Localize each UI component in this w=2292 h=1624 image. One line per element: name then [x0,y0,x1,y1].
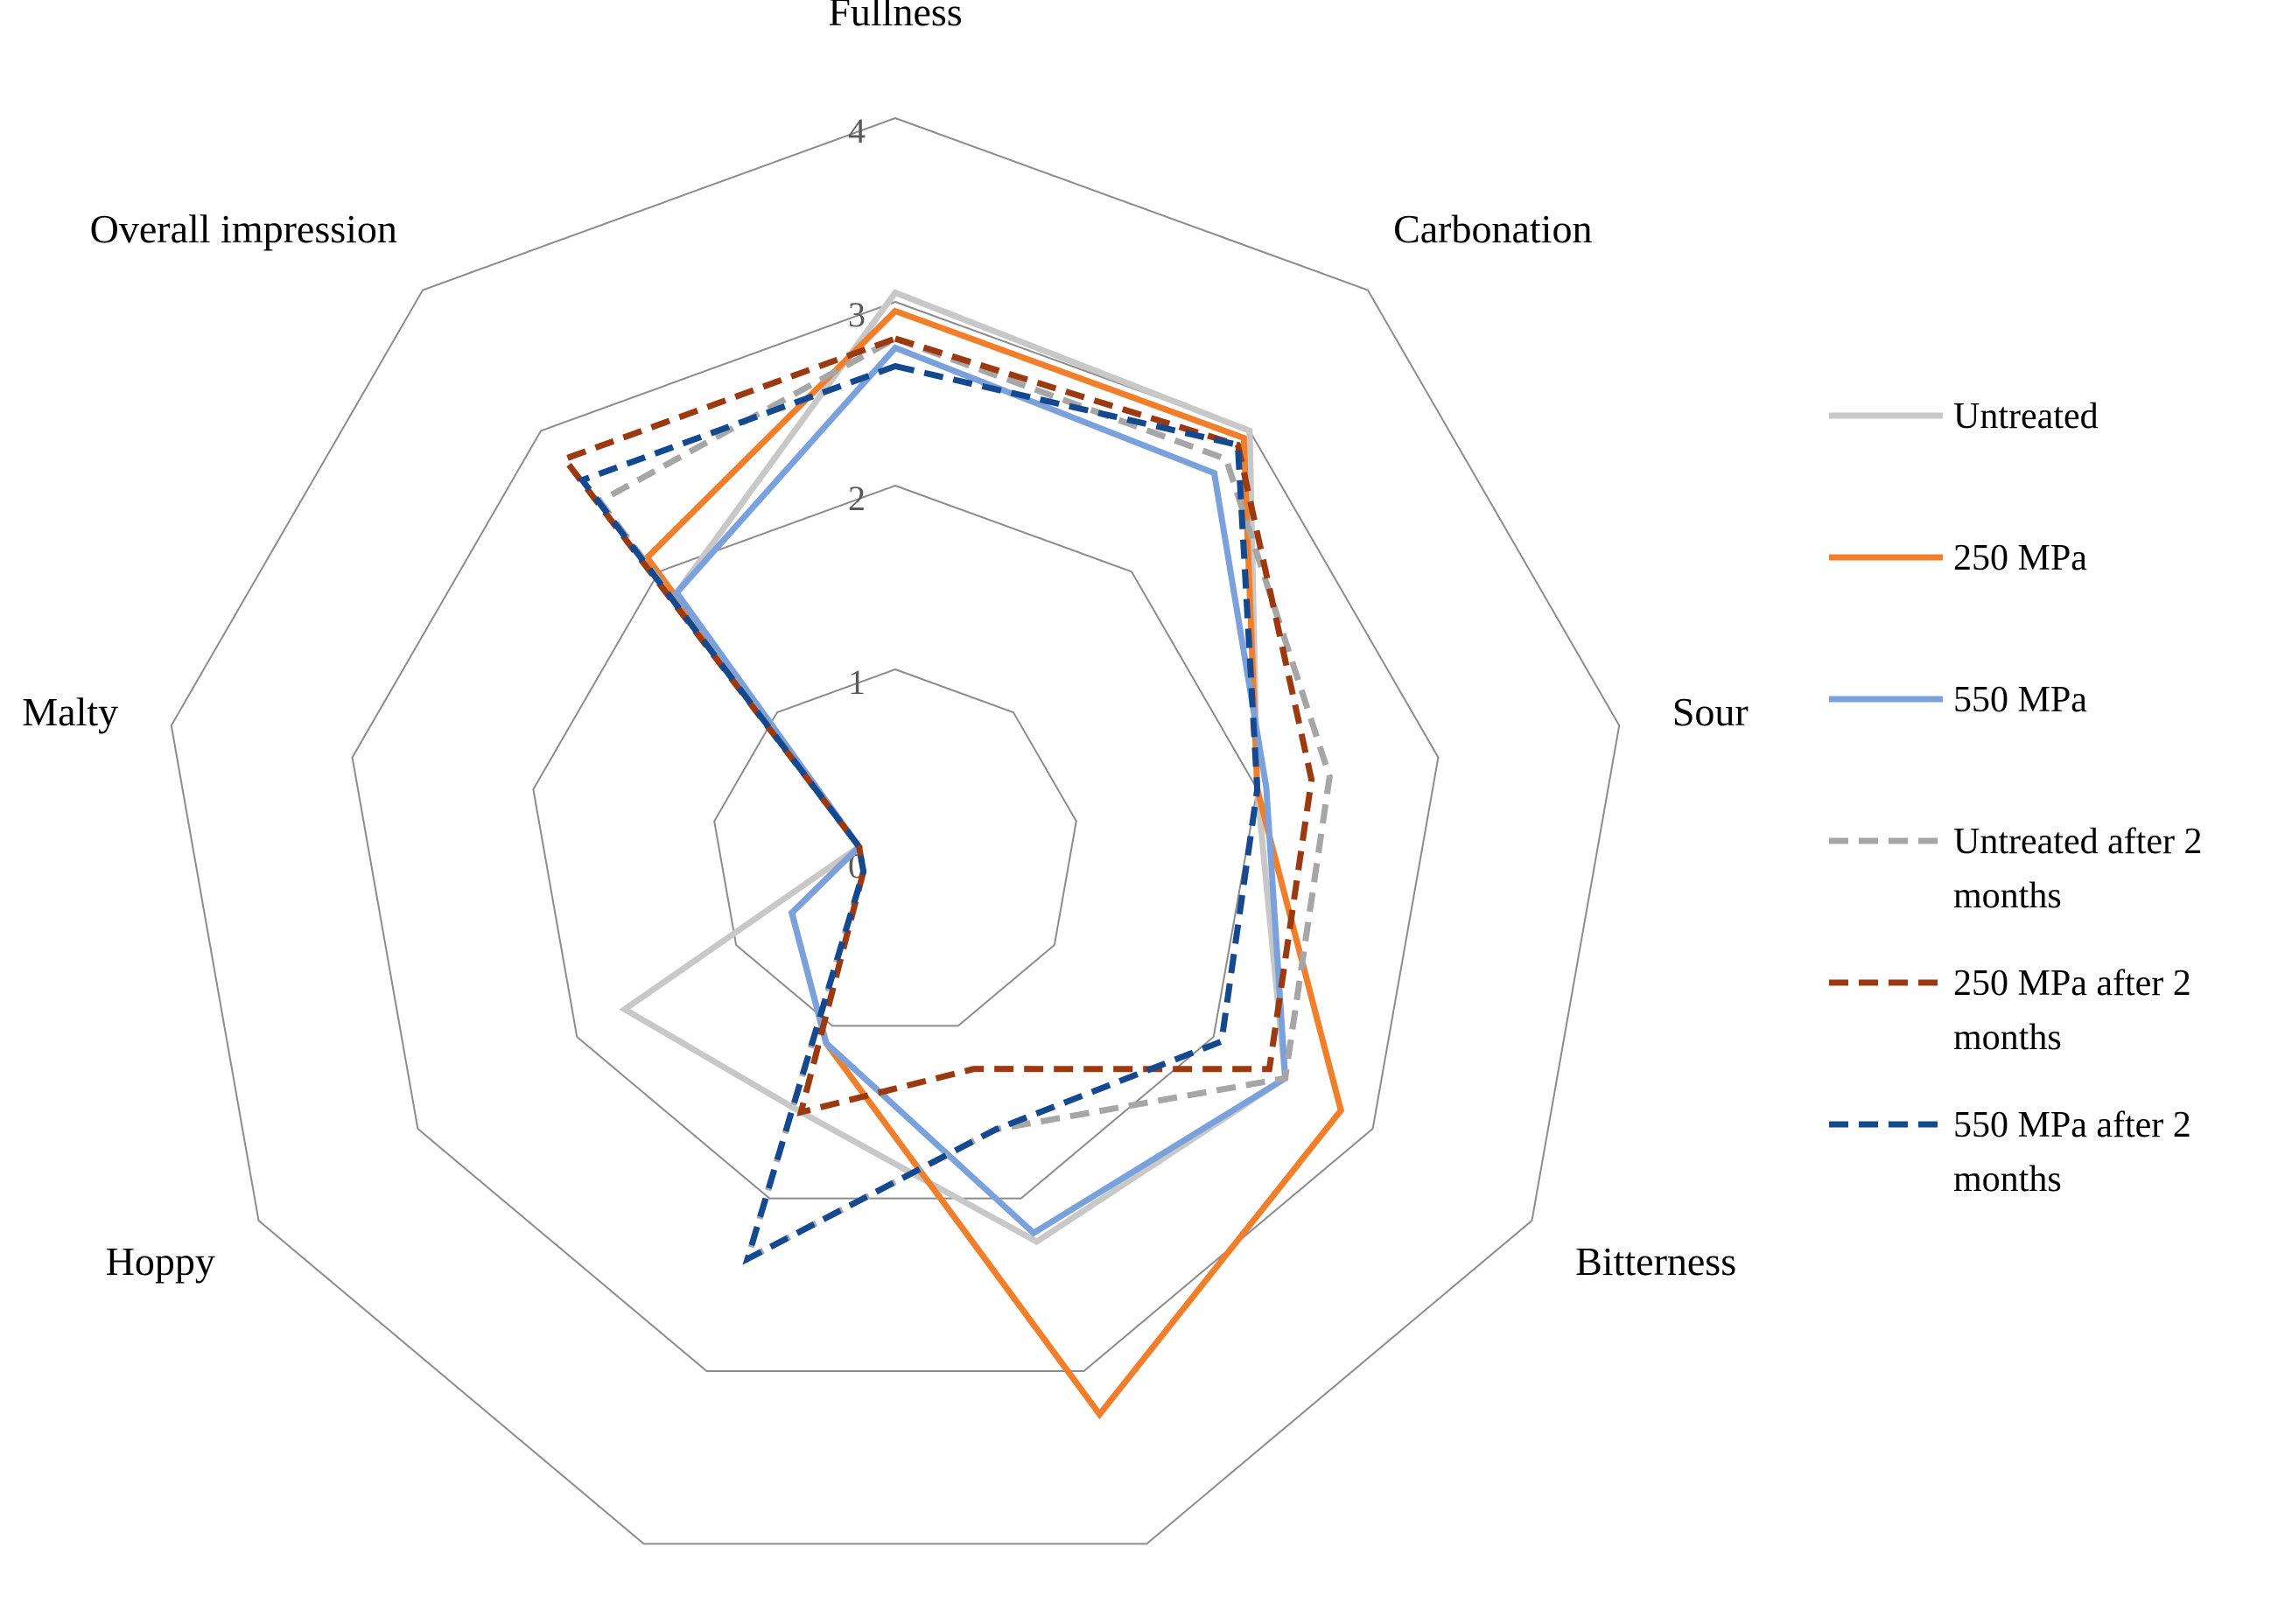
grid-ring-2 [532,484,1258,1200]
series-line-6 [577,362,1261,1265]
legend-label-3: 550 MPa [1953,680,2087,720]
legend-label-5: 250 MPa after 2 [1953,963,2191,1004]
grid-ring-4 [170,116,1621,1545]
tick-label-3: 3 [848,295,866,334]
legend-label-5: months [1953,1018,2062,1058]
axis-label-sour: Sour [1672,690,1749,734]
axis-label-bitterness: Bitterness [1575,1239,1736,1284]
axis-label-malty: Malty [22,690,118,734]
tick-label-1: 1 [848,662,866,702]
legend-label-6: months [1953,1159,2062,1200]
legend-label-1: Untreated [1953,396,2099,437]
series-line-5 [559,335,1315,1116]
axis-label-hoppy: Hoppy [106,1239,215,1284]
series-line-2 [642,307,1345,1420]
grid-ring-1 [713,668,1077,1027]
axis-label-carbonation: Carbonation [1393,206,1592,251]
axis-label-overall-impression: Overall impression [90,206,397,251]
legend: Untreated 250 MPa 550 MPa Untreated after 2… [1829,396,2203,1200]
data-series [559,289,1345,1420]
axis-labels: FullnessCarbonationSourBitternessClingin… [22,0,1748,1624]
legend-label-4: months [1953,876,2062,916]
legend-label-4: Untreated after 2 [1953,822,2203,862]
series-line-3 [672,344,1289,1237]
axis-label-fullness: Fullness [828,0,962,34]
legend-label-6: 550 MPa after 2 [1953,1105,2191,1145]
grid-ring-3 [351,300,1440,1373]
legend-label-2: 250 MPa [1953,538,2087,578]
tick-label-2: 2 [848,479,866,518]
grid-rings [170,116,1621,1545]
tick-label-4: 4 [848,111,866,150]
